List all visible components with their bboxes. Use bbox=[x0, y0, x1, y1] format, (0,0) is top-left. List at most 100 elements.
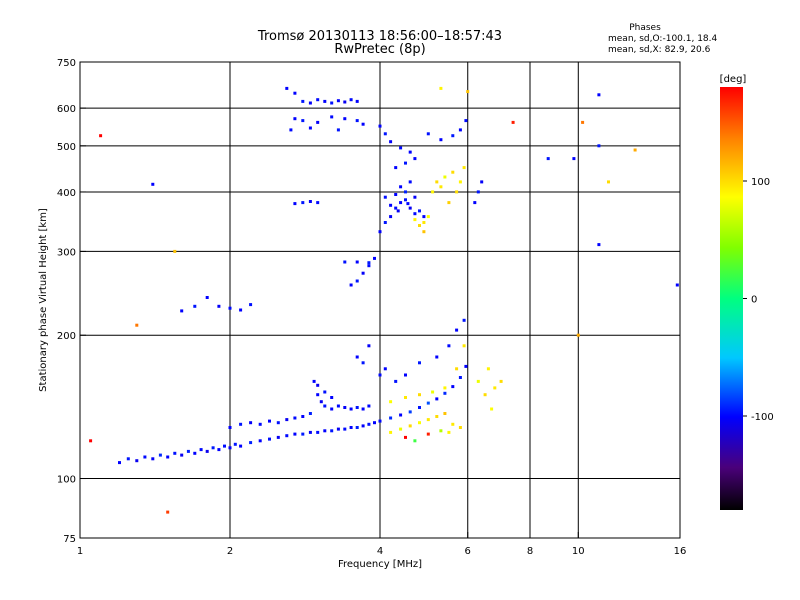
echo-point-122 bbox=[408, 180, 412, 184]
x-tick-label-3: 6 bbox=[465, 546, 471, 557]
echo-point-187 bbox=[355, 260, 359, 264]
echo-point-152 bbox=[458, 128, 462, 132]
echo-point-12 bbox=[205, 449, 209, 453]
y-axis-ticks: 75 100 200 300 400 500 600 750 bbox=[57, 58, 86, 545]
echo-point-151 bbox=[451, 134, 455, 138]
echo-point-213 bbox=[511, 120, 515, 124]
echo-point-25 bbox=[301, 432, 305, 436]
echo-point-204 bbox=[166, 510, 170, 514]
echo-point-40 bbox=[408, 410, 412, 414]
echo-point-205 bbox=[285, 86, 289, 90]
echo-point-79 bbox=[451, 422, 455, 426]
echo-point-18 bbox=[239, 444, 243, 448]
x-tick-label-4: 8 bbox=[527, 546, 533, 557]
colorbar-tick-label-2: -100 bbox=[751, 412, 774, 423]
echo-point-66 bbox=[361, 407, 365, 411]
echo-point-85 bbox=[439, 429, 443, 433]
echo-point-141 bbox=[455, 190, 459, 194]
echo-point-2 bbox=[135, 459, 139, 463]
echo-point-184 bbox=[367, 264, 371, 268]
echo-point-190 bbox=[193, 304, 197, 308]
echo-point-65 bbox=[355, 406, 359, 409]
echo-point-13 bbox=[211, 446, 215, 450]
echo-point-24 bbox=[293, 432, 297, 436]
echo-point-0 bbox=[118, 461, 121, 465]
echo-point-112 bbox=[383, 221, 387, 224]
echo-point-74 bbox=[408, 424, 412, 428]
echo-point-103 bbox=[383, 367, 387, 371]
echo-point-62 bbox=[336, 404, 340, 408]
x-tick-label-6: 16 bbox=[674, 546, 687, 557]
echo-point-192 bbox=[228, 306, 232, 310]
x-tick-label-0: 1 bbox=[77, 546, 83, 557]
echo-point-210 bbox=[607, 180, 610, 184]
echo-point-148 bbox=[408, 150, 412, 154]
x-tick-label-1: 2 bbox=[227, 546, 233, 557]
chart-title-line1: Tromsø 20130113 18:56:00–18:57:43 bbox=[257, 29, 502, 44]
echo-point-138 bbox=[451, 170, 455, 174]
echo-point-9 bbox=[186, 449, 190, 453]
echo-point-182 bbox=[355, 279, 359, 283]
echo-points bbox=[89, 86, 679, 514]
echo-point-78 bbox=[443, 412, 447, 415]
echo-point-162 bbox=[330, 101, 334, 105]
echo-point-154 bbox=[394, 166, 398, 170]
colorbar-label: [deg] bbox=[720, 74, 747, 85]
y-tick-label-0: 75 bbox=[63, 534, 76, 545]
echo-point-101 bbox=[367, 344, 371, 348]
y-tick-label-2: 200 bbox=[57, 331, 76, 342]
echo-point-39 bbox=[399, 413, 403, 417]
echo-point-167 bbox=[293, 117, 297, 121]
echo-point-166 bbox=[355, 99, 359, 103]
echo-point-209 bbox=[597, 243, 601, 247]
echo-point-104 bbox=[394, 379, 398, 383]
echo-point-95 bbox=[490, 407, 494, 411]
echo-point-91 bbox=[455, 367, 459, 371]
echo-point-68 bbox=[312, 379, 316, 383]
echo-point-144 bbox=[378, 124, 382, 128]
phase-stats-o-mode: mean, sd,O:-100.1, 18.4 bbox=[608, 34, 718, 44]
echo-point-174 bbox=[289, 128, 293, 132]
echo-point-198 bbox=[480, 180, 484, 184]
colorbar bbox=[720, 87, 743, 510]
echo-point-50 bbox=[249, 421, 253, 425]
echo-point-4 bbox=[151, 457, 155, 461]
echo-point-45 bbox=[451, 385, 455, 389]
echo-point-123 bbox=[413, 195, 417, 199]
echo-point-54 bbox=[285, 418, 289, 422]
echo-point-207 bbox=[597, 93, 601, 97]
echo-point-218 bbox=[546, 157, 550, 161]
echo-point-189 bbox=[180, 309, 184, 313]
echo-point-188 bbox=[367, 261, 371, 265]
echo-point-217 bbox=[581, 120, 585, 124]
echo-point-30 bbox=[336, 427, 340, 431]
echo-point-69 bbox=[316, 383, 320, 387]
echo-point-118 bbox=[413, 212, 417, 216]
echo-point-140 bbox=[462, 166, 466, 170]
echo-point-208 bbox=[597, 144, 601, 148]
echo-point-53 bbox=[276, 421, 280, 425]
echo-point-186 bbox=[343, 260, 347, 264]
echo-point-97 bbox=[493, 386, 497, 390]
echo-point-159 bbox=[308, 101, 312, 105]
echo-point-23 bbox=[285, 434, 289, 438]
echo-point-202 bbox=[151, 182, 155, 186]
echo-point-5 bbox=[158, 453, 162, 457]
echo-point-185 bbox=[373, 256, 376, 260]
echo-point-131 bbox=[418, 224, 421, 227]
echo-point-183 bbox=[361, 271, 365, 275]
echo-point-102 bbox=[378, 373, 382, 377]
echo-point-26 bbox=[308, 430, 312, 434]
echo-point-27 bbox=[316, 430, 320, 434]
echo-point-93 bbox=[476, 379, 480, 383]
echo-point-178 bbox=[301, 201, 305, 205]
echo-point-139 bbox=[458, 180, 462, 184]
echo-point-94 bbox=[483, 393, 487, 397]
echo-point-11 bbox=[199, 448, 203, 452]
echo-point-181 bbox=[349, 283, 353, 287]
echo-point-120 bbox=[404, 190, 407, 194]
echo-point-46 bbox=[458, 376, 462, 379]
echo-point-33 bbox=[355, 426, 359, 429]
echo-point-20 bbox=[258, 439, 262, 443]
echo-point-115 bbox=[399, 201, 403, 205]
